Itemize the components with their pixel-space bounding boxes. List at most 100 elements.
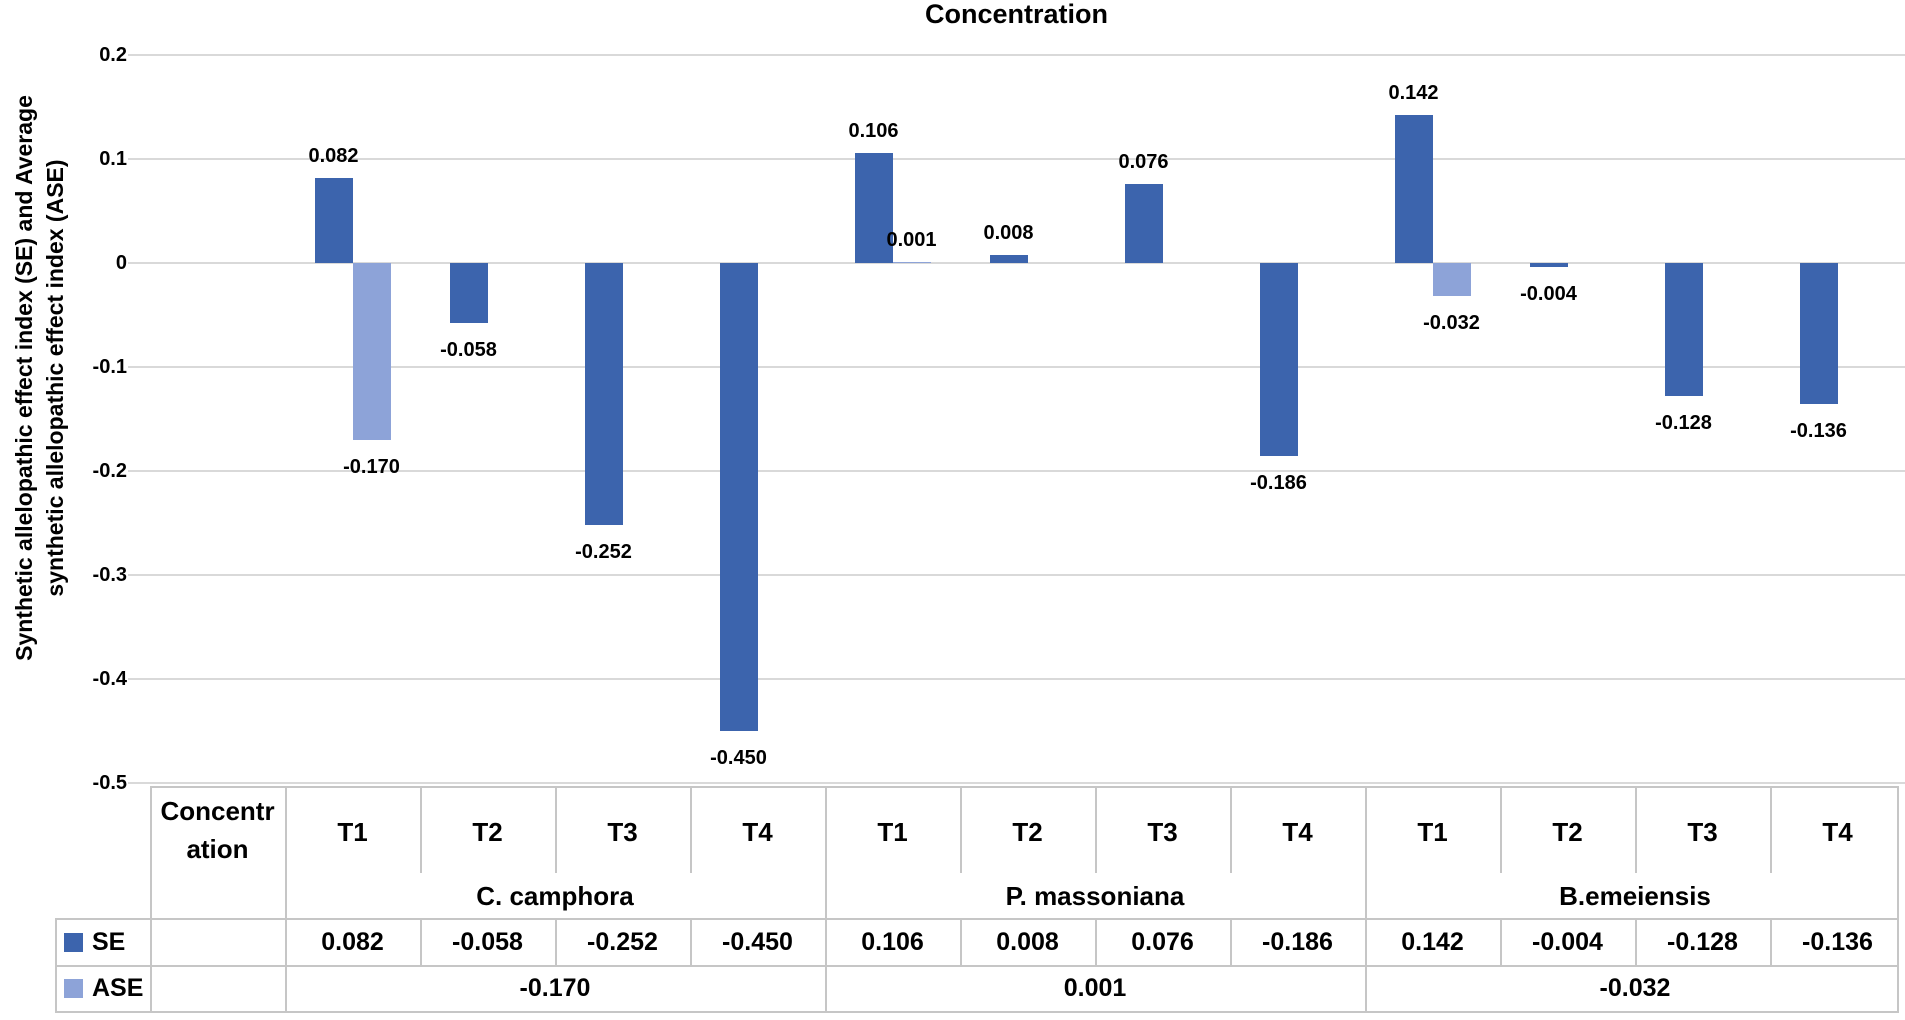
table-ase-row-border [55, 965, 1899, 967]
table-header-column-border [420, 786, 422, 873]
table-header-column-border [690, 786, 692, 873]
table-group-name: B.emeiensis [1559, 880, 1711, 911]
table-data-left-border [285, 786, 287, 1013]
y-tick-label--0.4: -0.4 [92, 668, 127, 690]
table-right-border [1897, 786, 1899, 1013]
se-bar-B-emeiensis-T1 [1394, 115, 1433, 263]
table-se-column-border [960, 918, 962, 965]
table-concentration-left-border [150, 786, 152, 1013]
ase-bar-B-emeiensis [1432, 263, 1471, 297]
se-bar-P-massoniana-T1 [854, 152, 893, 263]
table-se-value: -0.252 [587, 927, 658, 956]
se-bar-C-camphora-T2 [449, 263, 488, 324]
table-header-column-border [1770, 786, 1772, 873]
table-treatment-header: T3 [1147, 817, 1178, 847]
table-se-row-border [55, 918, 1899, 920]
gridline-0.1 [128, 158, 1905, 160]
y-tick-label-0: 0 [115, 252, 127, 274]
se-bar-B-emeiensis-T2 [1529, 263, 1568, 268]
se-bar-value-label: -0.128 [1655, 412, 1712, 435]
legend-label-se: SE [92, 927, 126, 956]
table-treatment-header: T3 [1687, 817, 1718, 847]
gridline--0.4 [128, 678, 1905, 680]
table-se-column-border [1635, 918, 1637, 965]
table-treatment-header: T1 [877, 817, 908, 847]
table-treatment-header: T4 [1822, 817, 1853, 847]
table-se-column-border [1770, 918, 1772, 965]
table-se-value: 0.076 [1131, 927, 1194, 956]
table-corner-header-line-2: ation [186, 833, 249, 864]
table-header-column-border [1095, 786, 1097, 873]
table-se-column-border [1500, 918, 1502, 965]
ase-bar-P-massoniana [892, 261, 931, 264]
y-tick-label-0.1: 0.1 [99, 148, 127, 170]
table-group-name: P. massoniana [1005, 880, 1185, 911]
se-bar-value-label: -0.450 [710, 747, 767, 769]
chart-title: Concentration [924, 0, 1108, 29]
se-bar-value-label: 0.076 [1118, 150, 1169, 173]
gridline--0.1 [128, 366, 1905, 368]
table-corner-header: Concentr ation [150, 786, 285, 873]
table-group-border [825, 786, 827, 1013]
table-se-value: -0.128 [1667, 927, 1738, 956]
table-se-value: -0.058 [452, 927, 523, 956]
table-legend-left-border [55, 918, 57, 1013]
se-bar-value-label: 0.142 [1388, 82, 1439, 105]
table-header-column-border [1500, 786, 1502, 873]
table-treatment-header: T1 [1417, 817, 1448, 847]
y-tick-label--0.1: -0.1 [92, 356, 127, 378]
se-bar-P-massoniana-T4 [1259, 263, 1298, 457]
table-treatment-header: T1 [337, 817, 368, 847]
table-treatment-header: T2 [1552, 817, 1583, 847]
table-se-value: -0.186 [1262, 927, 1333, 956]
table-ase-value: -0.170 [519, 974, 591, 1002]
se-bar-C-camphora-T4 [719, 263, 758, 731]
table-se-column-border [690, 918, 692, 965]
legend-swatch-ase [64, 979, 83, 998]
table-se-value: -0.450 [722, 927, 793, 956]
legend-swatch-se [64, 932, 83, 952]
y-tick-label--0.3: -0.3 [92, 564, 127, 586]
table-se-value: -0.136 [1802, 927, 1873, 956]
table-header-column-border [555, 786, 557, 873]
ase-bar-value-label: -0.032 [1423, 312, 1480, 335]
table-se-value: 0.008 [996, 927, 1059, 956]
table-treatment-header: T3 [607, 817, 638, 847]
ase-bar-value-label: -0.170 [343, 455, 400, 478]
table-top-border [150, 786, 1899, 788]
se-bar-value-label: -0.058 [440, 339, 497, 362]
se-bar-value-label: 0.008 [983, 221, 1034, 244]
table-se-value: 0.082 [321, 927, 384, 956]
ase-bar-value-label: 0.001 [886, 228, 937, 251]
gridline--0.3 [128, 574, 1905, 576]
table-se-value: 0.106 [861, 927, 924, 956]
table-se-value: -0.004 [1532, 927, 1603, 956]
y-tick-label--0.2: -0.2 [92, 460, 127, 482]
se-bar-value-label: -0.252 [575, 541, 632, 564]
y-tick-label--0.5: -0.5 [92, 772, 127, 794]
table-ase-value: -0.032 [1599, 974, 1671, 1002]
table-treatment-header: T2 [1012, 817, 1043, 847]
table-group-name: C. camphora [476, 880, 634, 911]
legend-label-ase: ASE [92, 974, 144, 1002]
table-header-column-border [1230, 786, 1232, 873]
se-bar-value-label: -0.186 [1250, 472, 1307, 495]
table-treatment-header: T4 [1282, 817, 1313, 847]
se-bar-value-label: -0.004 [1520, 283, 1577, 306]
se-bar-C-camphora-T3 [584, 263, 623, 526]
gridline-0 [128, 262, 1905, 264]
gridline--0.2 [128, 470, 1905, 472]
table-group-border [1365, 786, 1367, 1013]
table-se-column-border [420, 918, 422, 965]
table-treatment-header: T4 [742, 817, 773, 847]
gridline-0.2 [128, 54, 1905, 56]
se-bar-P-massoniana-T3 [1124, 183, 1163, 263]
se-bar-value-label: 0.082 [308, 144, 359, 167]
table-se-column-border [1095, 918, 1097, 965]
table-treatment-header: T2 [472, 817, 503, 847]
se-bar-value-label: 0.106 [848, 119, 899, 142]
table-corner-header-line-1: Concentr [160, 795, 275, 826]
table-se-column-border [1230, 918, 1232, 965]
se-bar-value-label: -0.136 [1790, 420, 1847, 443]
